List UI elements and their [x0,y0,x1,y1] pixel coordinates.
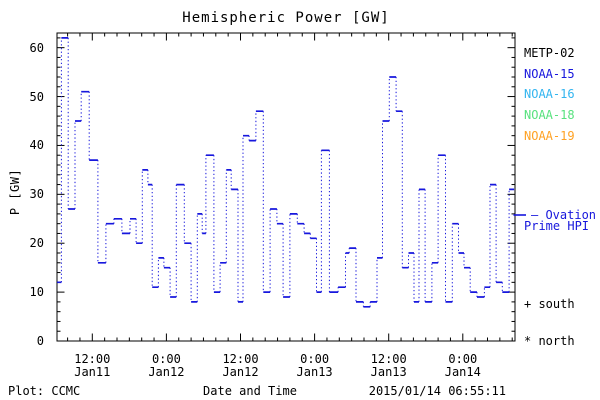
x-tick-label: 0:00 Jan14 [431,353,495,378]
y-tick-label: 0 [36,334,44,348]
y-tick-label: 10 [29,285,44,300]
legend-item-noaa-18: NOAA-18 [524,108,575,123]
x-tick-date: Jan13 [370,364,407,379]
x-tick-date: Jan13 [296,364,333,379]
x-tick-label: 12:00 Jan12 [209,353,273,378]
x-tick-date: Jan11 [74,364,111,379]
ovation-legend-line2: Prime HPI [524,219,590,233]
hpi-step-segments [57,37,515,308]
south-marker-label: + south [524,297,575,311]
y-tick-label: 40 [29,138,44,153]
x-axis-label: Date and Time [203,384,297,398]
legend-item-metp-02: METP-02 [524,46,575,60]
x-tick-label: 12:00 Jan13 [357,353,421,378]
y-tick-label: 30 [29,187,44,202]
x-tick-time: 12:00 [74,352,111,366]
north-marker-label: * north [524,334,575,348]
x-tick-time: 0:00 [151,352,181,366]
x-tick-date: Jan12 [222,364,259,379]
plot-frame [56,32,516,342]
x-tick-date: Jan14 [444,364,481,379]
legend-item-noaa-19: NOAA-19 [524,128,575,143]
x-tick-label: 0:00 Jan12 [134,353,198,378]
x-tick-date: Jan12 [148,364,185,379]
footer-timestamp: 2015/01/14 06:55:11 [368,384,506,398]
footer-plot-credit: Plot: CCMC [8,384,81,398]
y-tick-label: 50 [29,89,44,104]
legend-item-noaa-16: NOAA-16 [524,87,575,102]
legend-item-noaa-15: NOAA-15 [524,66,575,81]
y-tick-label: 20 [29,236,44,251]
x-tick-label: 0:00 Jan13 [283,353,347,378]
y-tick-label: 60 [29,40,44,55]
x-tick-time: 12:00 [222,352,259,366]
x-tick-time: 12:00 [370,352,407,366]
x-tick-time: 0:00 [448,352,478,366]
x-tick-time: 0:00 [300,352,330,366]
ovation-legend-line1: — Ovation [531,208,597,222]
chart-title: Hemispheric Power [GW] [182,10,390,26]
x-tick-label: 12:00 Jan11 [60,353,124,378]
hpi-step-risers [60,37,510,307]
